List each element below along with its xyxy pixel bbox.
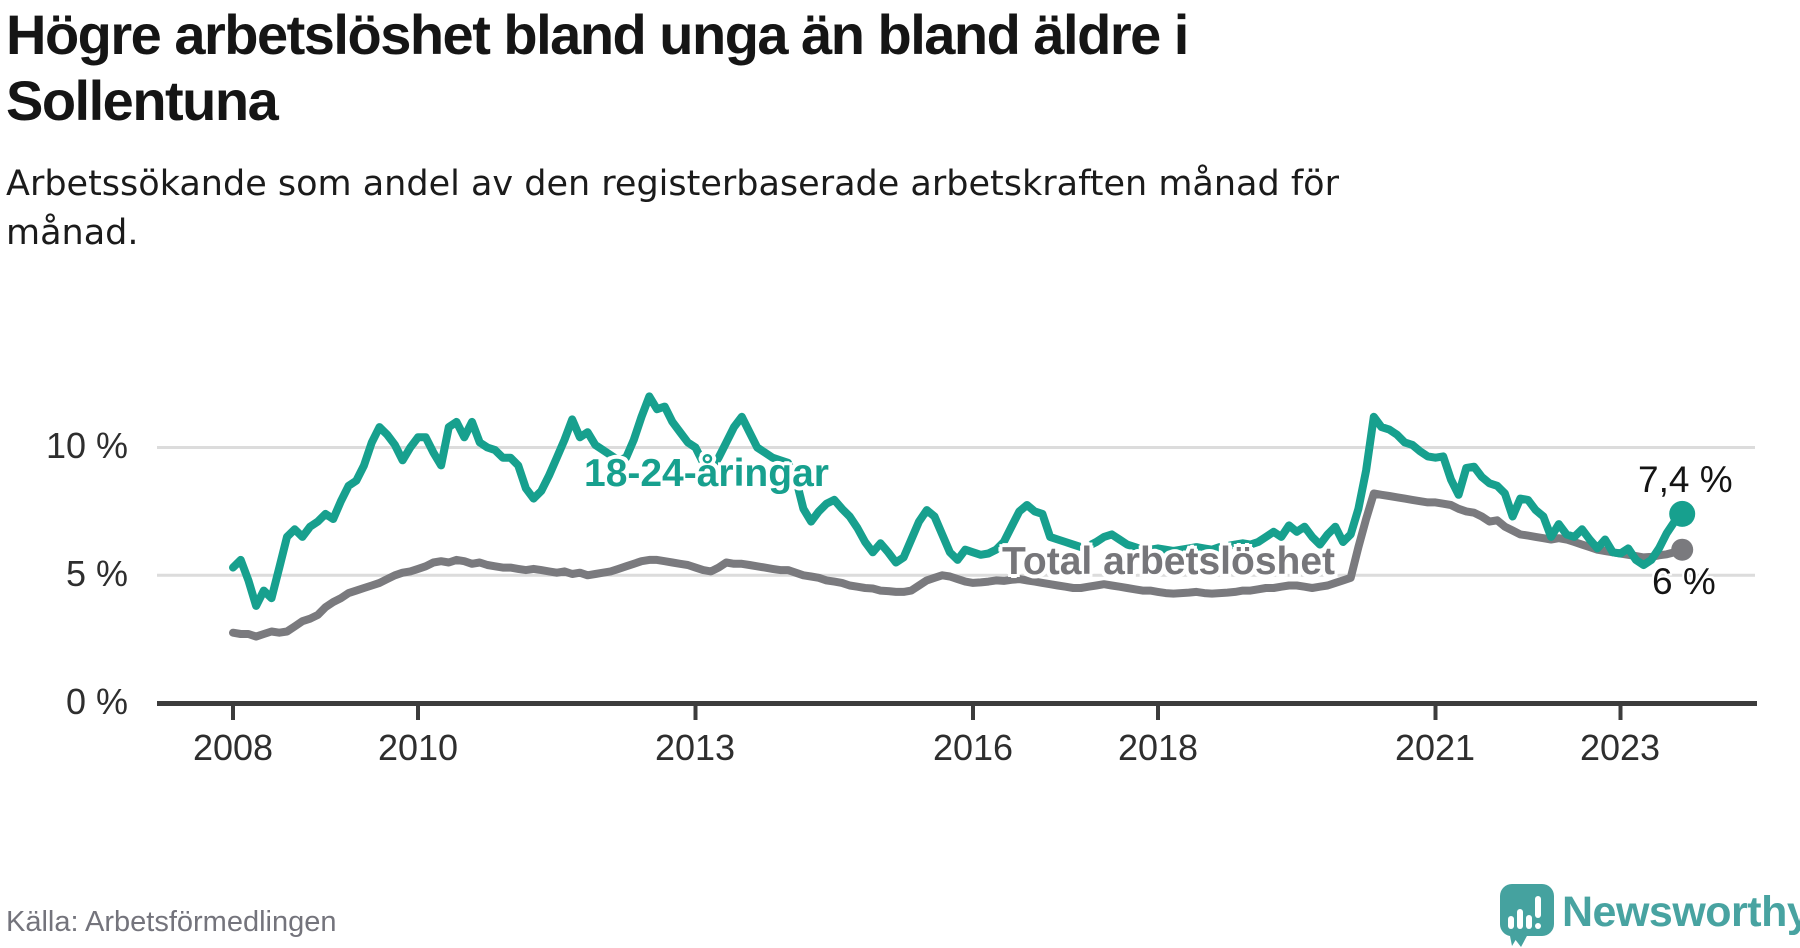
x-tick-label-2023: 2023 (1579, 727, 1661, 768)
y-tick-label-5: 5 % (65, 553, 128, 594)
x-tick-label-2013: 2013 (654, 727, 736, 768)
chart-subtitle-line1: Arbetssökande som andel av den registerb… (6, 164, 1339, 204)
chart-subtitle-line2: månad. (6, 213, 139, 253)
chart-subtitle: Arbetssökande som andel av den registerb… (6, 160, 1339, 258)
x-tick-label-2010: 2010 (377, 727, 459, 768)
y-tick-label-10: 10 % (45, 425, 128, 466)
series-label-total: Total arbetslöshet (1002, 540, 1336, 583)
page-title: Högre arbetslöshet bland unga än bland ä… (6, 2, 1436, 133)
endpoint-dot-1 (1671, 538, 1694, 561)
endpoint-dot-0 (1669, 500, 1696, 527)
newsworthy-logo-icon (1500, 884, 1554, 947)
page-title-line1: Högre arbetslöshet bland unga än bland ä… (6, 3, 1189, 66)
page-title-line2: Sollentuna (6, 68, 279, 132)
newsworthy-logo-text: Newsworthy (1562, 888, 1800, 936)
x-tick-label-2021: 2021 (1394, 727, 1476, 768)
source-note: Källa: Arbetsförmedlingen (6, 906, 337, 938)
series-line-0 (229, 392, 1687, 610)
series-line-1 (229, 489, 1687, 641)
series-label-18-24: 18-24-åringar (584, 452, 829, 495)
y-tick-label-0: 0 % (65, 681, 128, 722)
x-tick-label-2008: 2008 (192, 727, 274, 768)
x-tick-label-2016: 2016 (932, 727, 1014, 768)
end-value-label-18-24: 7,4 % (1638, 459, 1733, 500)
end-value-label-total: 6 % (1652, 561, 1716, 602)
x-tick-label-2018: 2018 (1117, 727, 1199, 768)
